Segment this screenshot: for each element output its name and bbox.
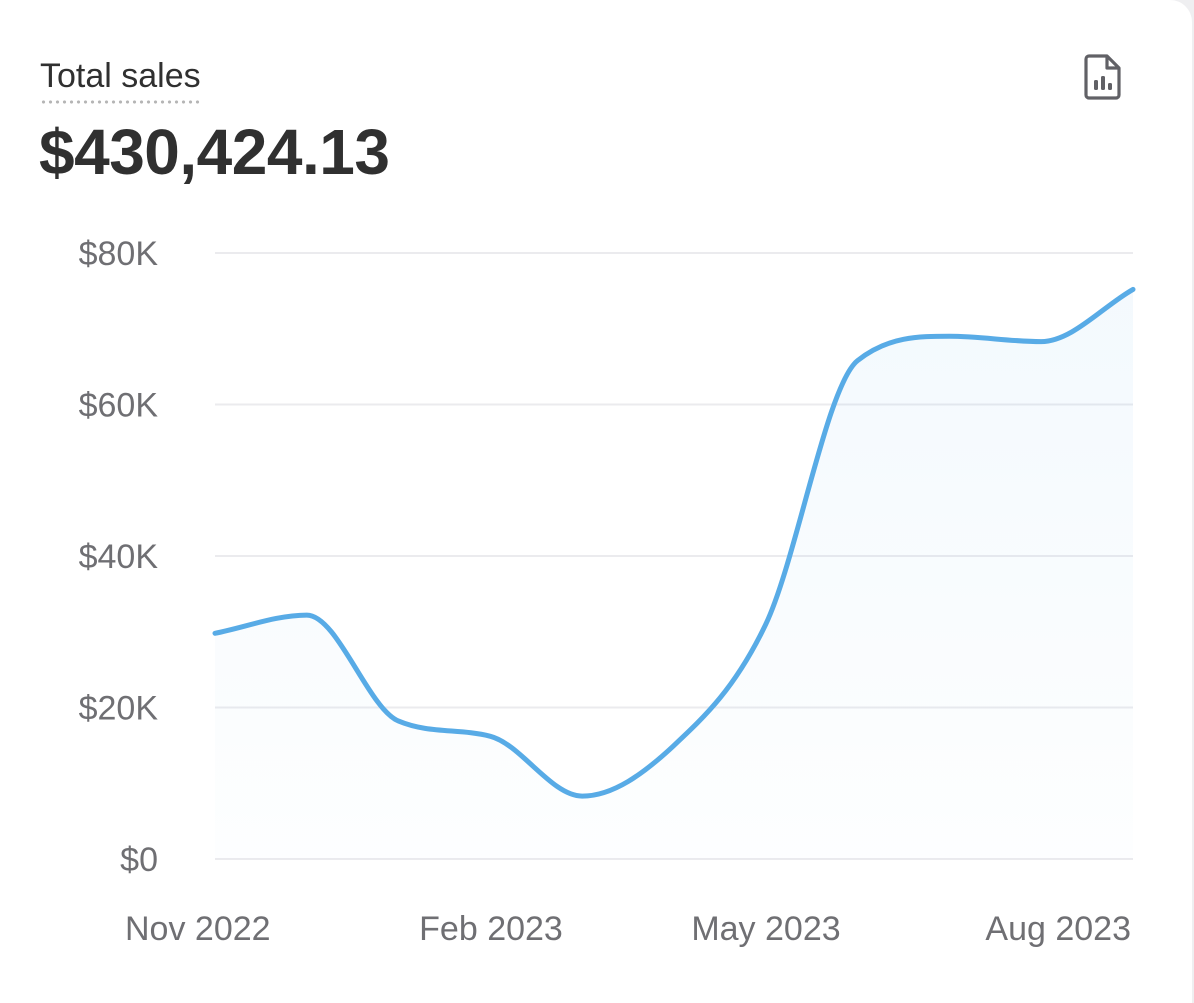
sales-area-fill (215, 289, 1133, 859)
export-report-button[interactable] (1074, 48, 1132, 106)
metric-value: $430,424.13 (39, 116, 390, 188)
data-point[interactable] (852, 355, 864, 367)
data-point[interactable] (943, 330, 955, 342)
x-tick-label: Aug 2023 (985, 910, 1131, 948)
data-point[interactable] (209, 627, 221, 639)
x-tick-label: Nov 2022 (125, 910, 271, 948)
data-point[interactable] (760, 618, 772, 630)
data-point[interactable] (301, 609, 313, 621)
y-tick-label: $40K (79, 538, 159, 576)
x-tick-label: May 2023 (691, 910, 840, 948)
data-point[interactable] (1035, 336, 1047, 348)
y-tick-label: $20K (79, 690, 159, 728)
data-point[interactable] (484, 730, 496, 742)
data-point[interactable] (1127, 283, 1139, 295)
metric-label[interactable]: Total sales (40, 54, 201, 104)
y-tick-label: $0 (120, 841, 158, 879)
data-point[interactable] (576, 790, 588, 802)
file-chart-icon (1084, 54, 1121, 100)
data-point[interactable] (393, 715, 405, 727)
x-tick-label: Feb 2023 (419, 910, 563, 948)
y-tick-label: $60K (79, 387, 159, 425)
sales-line-series (212, 286, 1136, 799)
y-tick-label: $80K (79, 235, 159, 273)
data-point[interactable] (668, 739, 680, 751)
